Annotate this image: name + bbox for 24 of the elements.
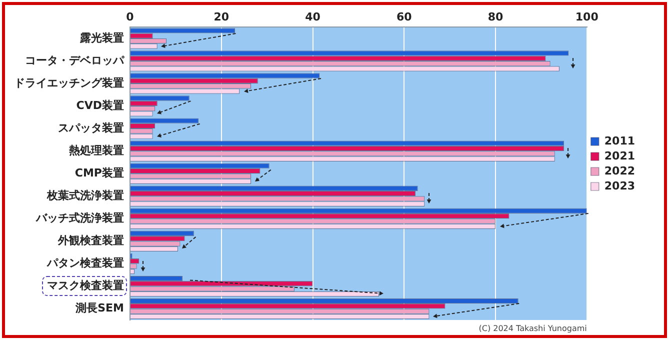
y-tick-label: ドライエッチング装置: [14, 76, 124, 90]
y-tick-label: スパッタ装置: [58, 121, 124, 134]
y-tick-label: コータ・デベロッパ: [25, 54, 125, 67]
y-tick-label: 外観検査装置: [57, 234, 124, 248]
x-tick-label: 100: [575, 10, 599, 24]
legend-label: 2021: [604, 149, 636, 162]
y-tick-label: CMP装置: [74, 166, 124, 180]
x-tick-label: 0: [126, 10, 134, 24]
y-tick-label: バッチ式洗浄装置: [35, 212, 124, 225]
legend-label: 2022: [604, 164, 636, 178]
y-tick-label: マスク検査装置: [47, 279, 124, 292]
text: (C) 2024 Takashi Yunogami: [478, 324, 587, 334]
x-tick-label: 40: [305, 10, 321, 24]
y-tick-label: 露光装置: [79, 31, 124, 44]
legend-label: 2011: [604, 134, 636, 148]
x-tick-label: 20: [214, 10, 230, 24]
y-tick-label: 測長SEM: [74, 302, 124, 315]
y-tick-label: 熱処理装置: [68, 144, 124, 157]
x-tick-label: 60: [396, 10, 412, 24]
legend-label: 2023: [604, 179, 636, 192]
y-tick-label: パタン検査装置: [46, 256, 124, 270]
y-tick-label: 枚葉式洗浄装置: [46, 188, 124, 202]
x-tick-label: 80: [488, 10, 504, 24]
y-tick-label: CVD装置: [76, 98, 124, 112]
